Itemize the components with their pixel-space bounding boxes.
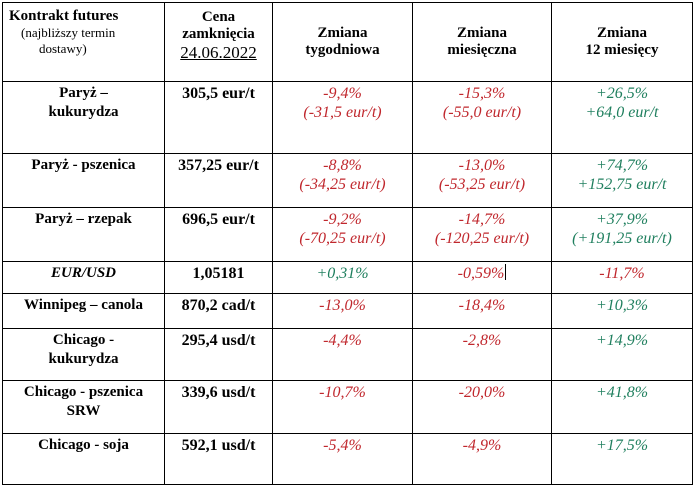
row-price: 696,5 eur/t	[164, 206, 273, 262]
row-yearly: +14,9%	[551, 328, 693, 381]
row-monthly: -0,59%	[412, 260, 552, 295]
row-monthly: -13,0% (-53,25 eur/t)	[412, 152, 552, 208]
table-row: Paryż – kukurydza 305,5 eur/t -9,4% (-31,5…	[2, 81, 693, 154]
row-name: EUR/USD	[2, 260, 165, 295]
row-weekly: +0,31%	[272, 260, 413, 295]
header-row: Kontrakt futures (najbliższy termin dost…	[2, 1, 693, 83]
row-price: 592,1 usd/t	[164, 432, 273, 486]
header-yearly: Zmiana 12 miesięcy	[551, 1, 693, 83]
header-weekly-line1: Zmiana	[317, 25, 368, 42]
row-monthly: -15,3% (-55,0 eur/t)	[412, 81, 552, 154]
table-row: Winnipeg – canola 870,2 cad/t -13,0% -18…	[2, 293, 693, 330]
header-monthly: Zmiana miesięczna	[412, 1, 552, 83]
row-price: 1,05181	[164, 260, 273, 295]
row-yearly: +41,8%	[551, 380, 693, 434]
row-monthly: -4,9%	[412, 432, 552, 486]
row-yearly: +37,9% (+191,25 eur/t)	[551, 206, 693, 262]
row-yearly: +26,5% +64,0 eur/t	[551, 81, 693, 154]
header-contract: Kontrakt futures (najbliższy termin dost…	[2, 1, 165, 83]
row-name: Chicago - kukurydza	[2, 328, 165, 381]
header-price-line1: Cena	[201, 9, 236, 25]
header-price-date: 24.06.2022	[180, 43, 257, 62]
header-weekly: Zmiana tygodniowa	[272, 1, 413, 83]
row-yearly: +74,7% +152,75 eur/t	[551, 152, 693, 208]
row-price: 339,6 usd/t	[164, 380, 273, 434]
row-name: Paryż – kukurydza	[2, 81, 165, 154]
header-contract-title: Kontrakt futures	[9, 8, 119, 24]
table-row: Paryż - pszenica 357,25 eur/t -8,8% (-34,…	[2, 152, 693, 208]
row-price: 357,25 eur/t	[164, 152, 273, 208]
row-price: 295,4 usd/t	[164, 328, 273, 381]
row-weekly: -9,2% (-70,25 eur/t)	[272, 206, 413, 262]
row-yearly: +10,3%	[551, 293, 693, 330]
header-weekly-line2: tygodniowa	[305, 42, 380, 59]
row-monthly: -18,4%	[412, 293, 552, 330]
table-row: EUR/USD 1,05181 +0,31% -0,59% -11,7%	[2, 260, 693, 295]
row-weekly: -9,4% (-31,5 eur/t)	[272, 81, 413, 154]
row-weekly: -10,7%	[272, 380, 413, 434]
row-yearly: -11,7%	[551, 260, 693, 295]
header-monthly-line2: miesięczna	[447, 42, 517, 59]
row-monthly: -2,8%	[412, 328, 552, 381]
table-row: Chicago - soja 592,1 usd/t -5,4% -4,9% +…	[2, 432, 693, 486]
row-monthly: -14,7% (-120,25 eur/t)	[412, 206, 552, 262]
header-monthly-line1: Zmiana	[456, 25, 507, 42]
row-name: Winnipeg – canola	[2, 293, 165, 330]
row-weekly: -5,4%	[272, 432, 413, 486]
row-weekly: -4,4%	[272, 328, 413, 381]
table-row: Paryż – rzepak 696,5 eur/t -9,2% (-70,25 …	[2, 206, 693, 262]
row-name: Paryż – rzepak	[2, 206, 165, 262]
row-weekly: -13,0%	[272, 293, 413, 330]
row-price: 870,2 cad/t	[164, 293, 273, 330]
row-name: Chicago - soja	[2, 432, 165, 486]
row-price: 305,5 eur/t	[164, 81, 273, 154]
row-monthly: -20,0%	[412, 380, 552, 434]
header-yearly-line1: Zmiana	[596, 25, 647, 42]
header-yearly-line2: 12 miesięcy	[585, 42, 659, 59]
row-yearly: +17,5%	[551, 432, 693, 486]
header-price: Cena zamknięcia 24.06.2022	[164, 1, 273, 83]
row-weekly: -8,8% (-34,25 eur/t)	[272, 152, 413, 208]
header-price-line2: zamknięcia	[182, 26, 255, 42]
header-contract-subtitle-2: dostawy)	[39, 41, 87, 56]
row-name: Paryż - pszenica	[2, 152, 165, 208]
row-name: Chicago - pszenica SRW	[2, 380, 165, 434]
table-row: Chicago - kukurydza 295,4 usd/t -4,4% -2,…	[2, 328, 693, 381]
header-contract-subtitle-1: (najbliższy termin	[21, 25, 116, 40]
table-row: Chicago - pszenica SRW 339,6 usd/t -10,7%…	[2, 380, 693, 434]
